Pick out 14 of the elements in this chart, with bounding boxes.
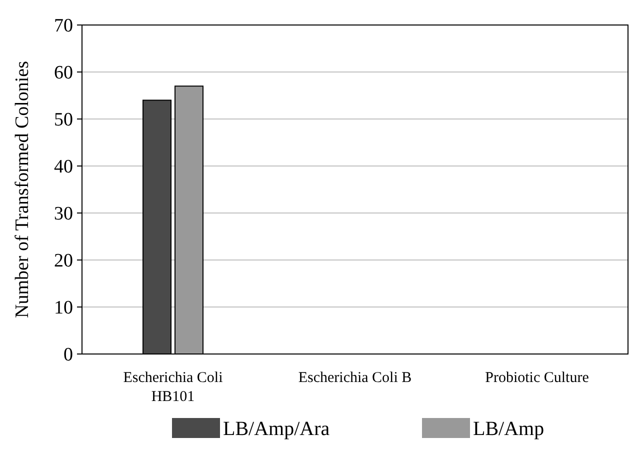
x-tick-label: Escherichia Coli B xyxy=(298,370,412,386)
y-tick-label: 50 xyxy=(54,110,73,131)
x-tick-label: Probiotic Culture xyxy=(485,370,590,386)
y-tick-label: 20 xyxy=(54,250,73,272)
y-tick-label: 60 xyxy=(54,62,73,84)
y-tick-label: 70 xyxy=(54,16,73,37)
legend-label: LB/Amp/Ara xyxy=(223,418,330,440)
y-tick-label: 10 xyxy=(54,298,73,319)
y-tick-label: 30 xyxy=(54,204,73,225)
y-axis-title: Number of Transformed Colonies xyxy=(12,60,33,318)
y-tick-label: 0 xyxy=(64,344,73,366)
y-tick-label: 40 xyxy=(54,156,73,178)
x-tick-label: Escherichia Coli HB101 xyxy=(123,370,223,405)
legend-label: LB/Amp xyxy=(473,418,544,440)
